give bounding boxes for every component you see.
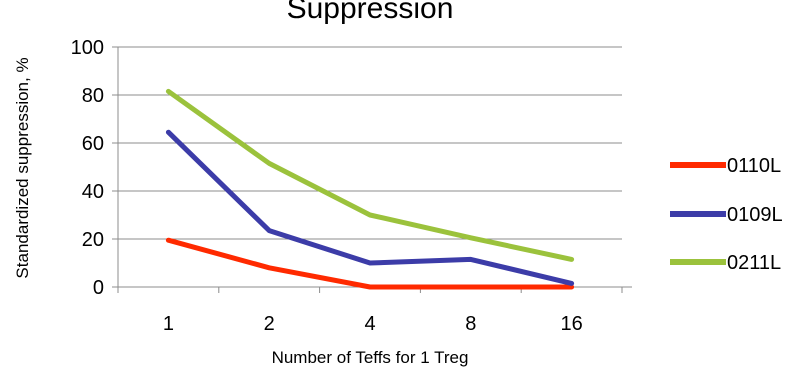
x-tick-labels: 1 2 4 8 16 [163, 313, 583, 335]
x-tick-label: 4 [364, 313, 375, 335]
legend-label-0109L: 0109L [727, 204, 783, 226]
y-tick-label: 80 [82, 85, 104, 107]
y-tick-label: 0 [93, 277, 104, 299]
gridlines [118, 46, 622, 240]
series-line-0110L [165, 237, 575, 290]
x-tick-label: 2 [264, 313, 275, 335]
y-tick-labels: 0 20 40 60 80 100 [71, 37, 104, 299]
y-tick-label: 60 [82, 133, 104, 155]
y-axis-label: Standardized suppression, % [13, 57, 32, 278]
x-tick-label: 8 [465, 313, 476, 335]
x-tick-label: 1 [163, 313, 174, 335]
legend-label-0110L: 0110L [727, 155, 781, 177]
x-tick-label: 16 [560, 313, 582, 335]
y-tick-label: 20 [82, 229, 104, 251]
series-line-0211L [165, 88, 575, 262]
series-lines [165, 88, 575, 290]
chart-title: Suppression [287, 0, 454, 25]
y-tick-label: 40 [82, 181, 104, 203]
series-line-0109L [165, 129, 575, 286]
legend-label-0211L: 0211L [727, 252, 781, 274]
x-axis-label: Number of Teffs for 1 Treg [272, 348, 469, 367]
legend: 0110L 0109L 0211L [670, 155, 783, 274]
y-tick-label: 100 [71, 37, 104, 59]
